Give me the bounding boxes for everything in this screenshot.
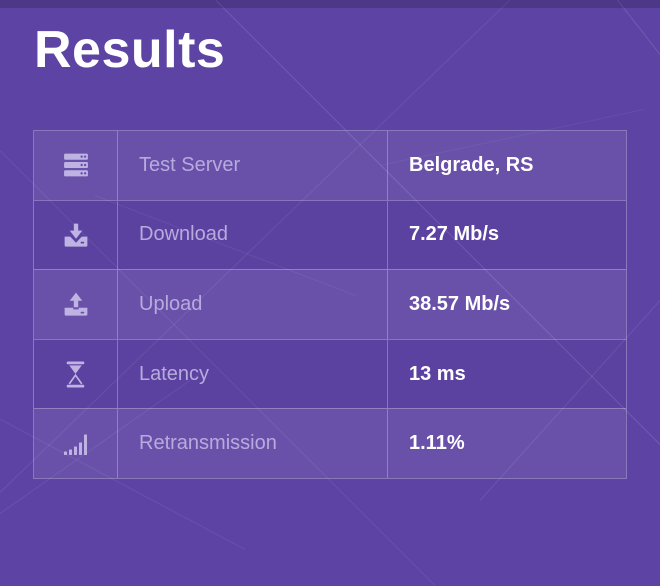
top-bar (0, 0, 660, 8)
metric-label: Test Server (117, 131, 387, 200)
diagonal-line (609, 0, 660, 117)
hourglass-icon (66, 361, 85, 388)
table-row: Retransmission 1.11% (34, 408, 626, 478)
page-title: Results (34, 21, 226, 79)
table-row: Download 7.27 Mb/s (34, 199, 626, 270)
icon-cell (34, 340, 117, 409)
table-row: Test Server Belgrade, RS (34, 131, 626, 200)
metric-label: Latency (117, 339, 387, 409)
upload-icon (64, 293, 87, 317)
icon-cell (34, 131, 117, 200)
icon-cell (34, 270, 117, 339)
metric-label: Retransmission (117, 409, 387, 478)
metric-label: Download (117, 200, 387, 270)
metric-value: Belgrade, RS (387, 131, 626, 200)
table-row: Upload 38.57 Mb/s (34, 269, 626, 339)
metric-value: 38.57 Mb/s (387, 270, 626, 339)
metric-value: 13 ms (387, 339, 626, 409)
icon-cell (34, 201, 117, 270)
table-row: Latency 13 ms (34, 338, 626, 409)
metric-label: Upload (117, 270, 387, 339)
metric-value: 1.11% (387, 409, 626, 478)
download-icon (64, 223, 87, 247)
icon-cell (34, 409, 117, 478)
results-table: Test Server Belgrade, RS Download 7.27 M… (33, 130, 627, 479)
server-icon (63, 153, 88, 177)
signal-bars-icon (63, 434, 87, 455)
metric-value: 7.27 Mb/s (387, 200, 626, 270)
